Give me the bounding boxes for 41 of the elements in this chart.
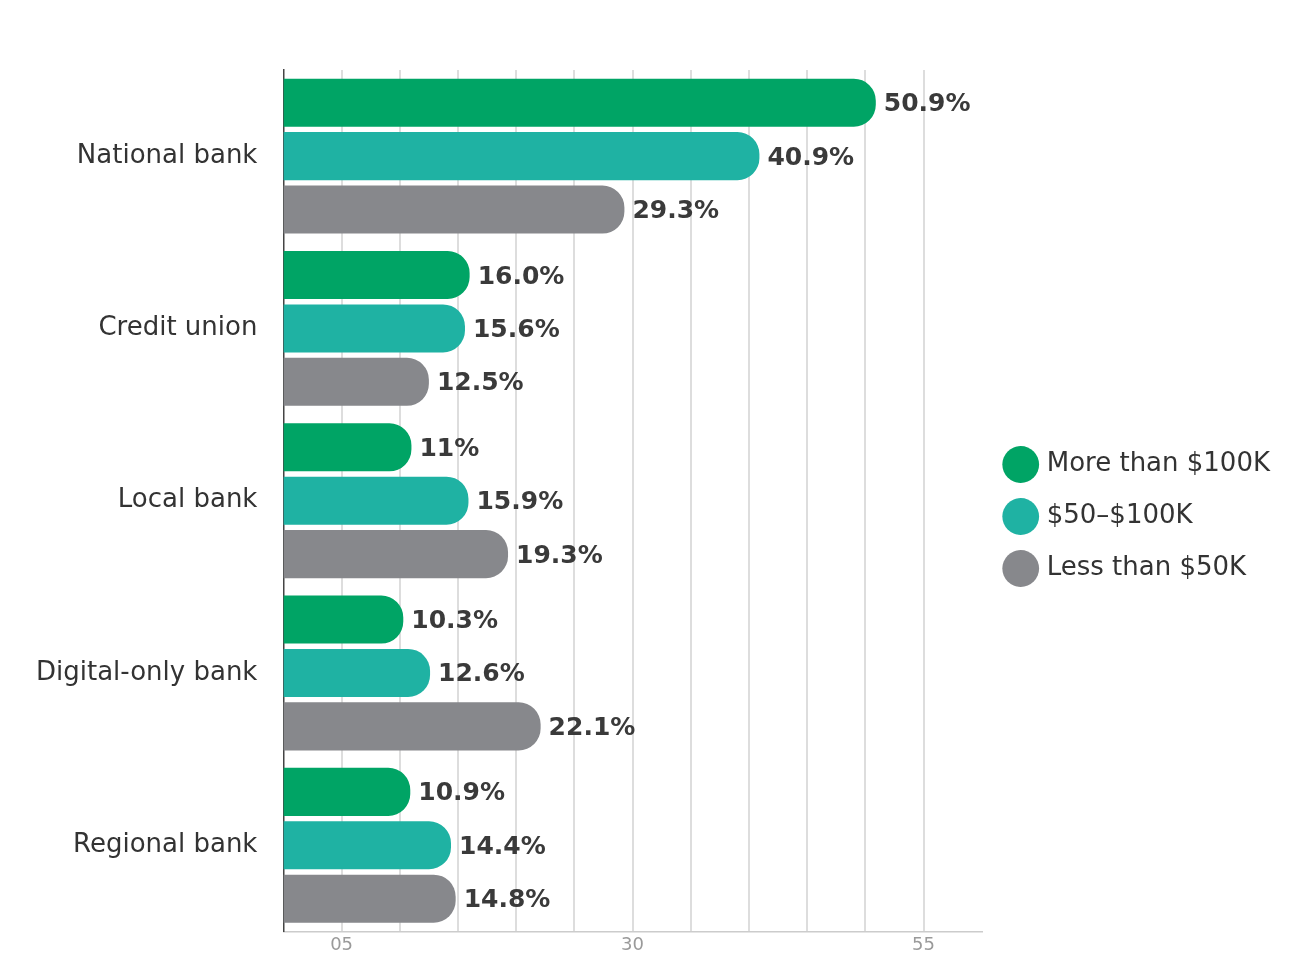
data-label: 16.0%	[477, 260, 565, 290]
bar	[283, 648, 431, 698]
data-label: 10.3%	[411, 605, 499, 635]
data-label: 29.3%	[632, 195, 720, 225]
bar	[283, 767, 411, 816]
bar	[283, 530, 509, 579]
data-label: 12.6%	[438, 658, 525, 688]
data-label: 15.6%	[472, 313, 560, 343]
bar	[283, 821, 452, 870]
bar	[283, 595, 404, 644]
bar	[283, 304, 465, 353]
data-label: 14.4%	[459, 830, 546, 860]
data-label: 40.9%	[767, 141, 855, 171]
legend-label: $50–$100K	[1046, 499, 1194, 530]
data-label: 10.9%	[418, 777, 506, 807]
legend-label: More than $100K	[1046, 447, 1271, 478]
bar	[283, 132, 760, 181]
y-tick-label: Local bank	[117, 483, 258, 514]
x-tick-label: 05	[330, 932, 354, 954]
x-tick-label: 55	[912, 932, 935, 954]
bar	[283, 476, 469, 525]
data-label: 22.1%	[548, 711, 636, 741]
data-label: 15.9%	[476, 486, 564, 516]
y-tick-label: Digital-only bank	[36, 655, 258, 686]
y-tick-label: National bank	[76, 138, 258, 169]
bar	[283, 423, 412, 472]
legend-label: Less than $50K	[1046, 551, 1248, 582]
bar	[283, 185, 625, 234]
data-label: 19.3%	[516, 539, 603, 569]
y-tick-label: Regional bank	[73, 828, 258, 859]
data-label: 12.5%	[436, 367, 524, 397]
x-tick-label: 30	[621, 932, 645, 954]
bar	[283, 78, 876, 127]
data-label: 50.9%	[883, 88, 971, 118]
bar	[283, 357, 429, 406]
bar	[283, 702, 541, 751]
data-label: 14.8%	[463, 884, 551, 914]
bar	[283, 874, 456, 923]
y-tick-label: Credit union	[98, 311, 258, 342]
bar	[283, 250, 470, 300]
data-label: 11%	[419, 432, 480, 462]
